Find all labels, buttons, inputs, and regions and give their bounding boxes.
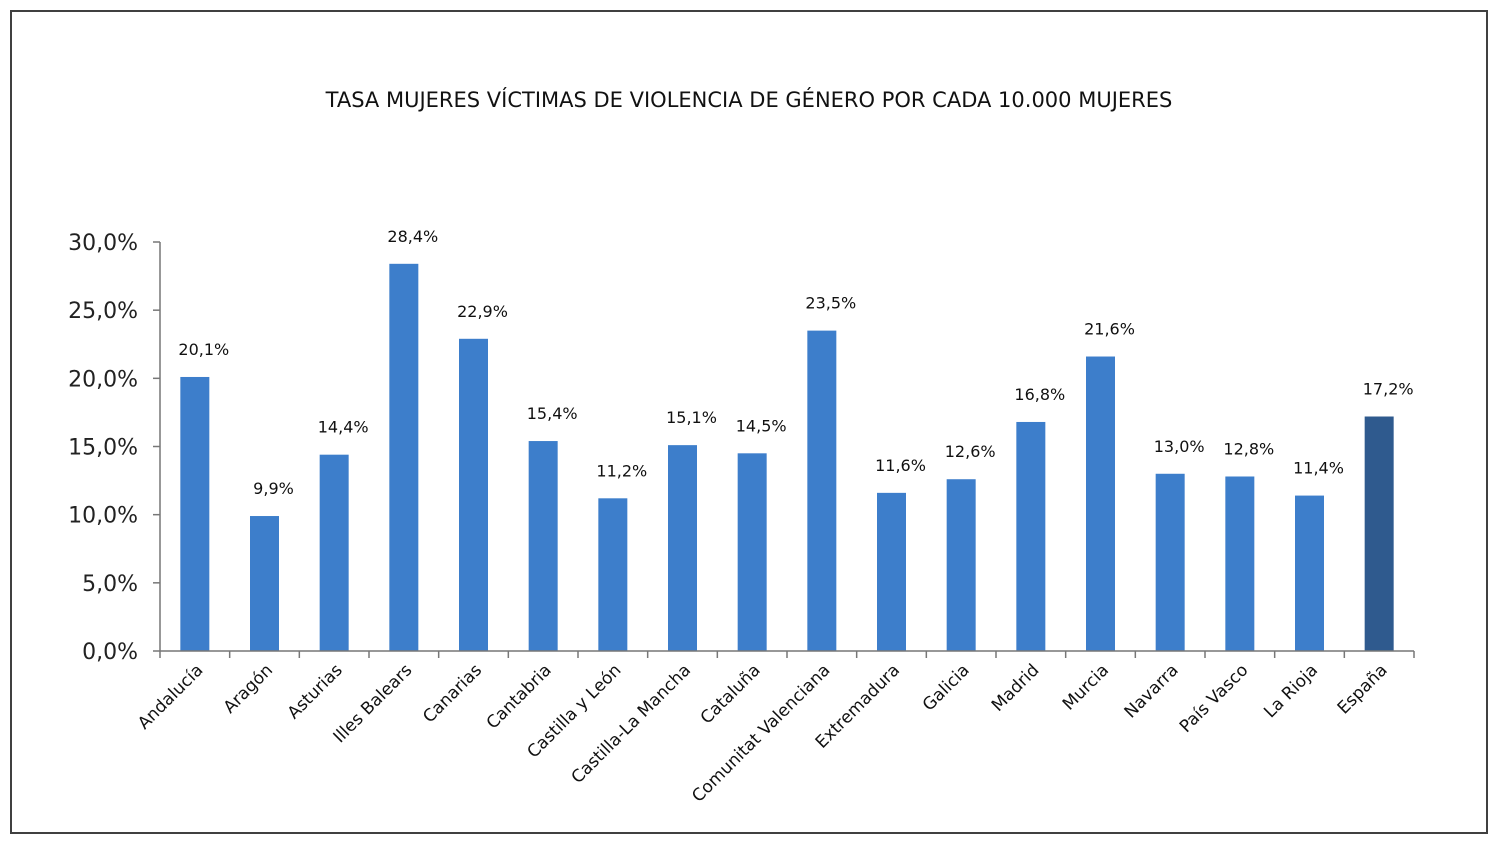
- x-tick-label: Aragón: [220, 660, 277, 717]
- data-label: 17,2%: [1363, 380, 1414, 399]
- y-tick-label: 30,0%: [68, 231, 138, 256]
- x-tick-label: Canarias: [419, 660, 486, 727]
- y-tick-label: 5,0%: [82, 572, 138, 597]
- data-label: 22,9%: [457, 302, 508, 321]
- bar: [180, 376, 210, 651]
- data-label: 12,6%: [945, 442, 996, 461]
- bar: [877, 492, 906, 651]
- x-tick-label: Cataluña: [697, 660, 765, 728]
- data-label: 16,8%: [1014, 385, 1065, 404]
- x-tick-label: País Vasco: [1176, 660, 1253, 737]
- data-label: 13,0%: [1154, 437, 1205, 456]
- bar: [1086, 356, 1115, 651]
- x-tick-label: Madrid: [988, 660, 1043, 715]
- y-tick-label: 15,0%: [68, 436, 138, 461]
- x-tick-label: Navarra: [1121, 660, 1183, 722]
- data-label: 11,6%: [875, 456, 926, 475]
- x-tick-label: Murcia: [1059, 660, 1113, 714]
- bar: [668, 445, 697, 651]
- x-tick-label: Cantabria: [483, 660, 556, 733]
- y-tick-label: 20,0%: [68, 367, 138, 392]
- data-label: 15,1%: [666, 408, 717, 427]
- y-axis: 0,0% 5,0% 10,0% 15,0% 20,0% 25,0% 30,0%: [68, 231, 161, 665]
- chart-frame: [10, 10, 1488, 834]
- data-label: 9,9%: [253, 479, 294, 498]
- bar: [946, 479, 976, 651]
- x-tick-label: Asturias: [284, 660, 347, 723]
- data-label: 28,4%: [387, 227, 438, 246]
- bar: [737, 453, 767, 651]
- bar: [528, 441, 558, 651]
- data-label: 14,4%: [318, 418, 369, 437]
- x-tick-label: Galicia: [919, 660, 974, 715]
- data-label: 12,8%: [1223, 439, 1274, 458]
- bar: [598, 498, 628, 651]
- data-label: 11,4%: [1293, 459, 1344, 478]
- data-label: 14,5%: [736, 416, 787, 435]
- bar: [459, 338, 488, 651]
- bar: [1016, 421, 1046, 651]
- x-tick-label: Andalucía: [134, 660, 207, 733]
- data-label: 21,6%: [1084, 320, 1135, 339]
- bar: [807, 330, 837, 651]
- bars-group: [180, 263, 1394, 651]
- data-label: 23,5%: [805, 294, 856, 313]
- bar: [389, 263, 419, 651]
- bar: [1155, 473, 1185, 651]
- data-label: 20,1%: [178, 340, 229, 359]
- bar: [319, 454, 349, 651]
- x-tick-label: Castilla-La Mancha: [568, 660, 695, 787]
- y-tick-label: 0,0%: [82, 640, 138, 665]
- value-labels-group: 20,1% 9,9% 14,4% 28,4% 22,9% 15,4% 11,2% 15,1% 1…: [178, 227, 1413, 498]
- bar: [1364, 416, 1394, 651]
- y-tick-label: 25,0%: [68, 299, 138, 324]
- data-label: 11,2%: [596, 461, 647, 480]
- chart-title: TASA MUJERES VÍCTIMAS DE VIOLENCIA DE GÉ…: [325, 87, 1173, 112]
- x-tick-label: Comunitat Valenciana: [688, 660, 834, 806]
- x-tick-label: La Rioja: [1260, 660, 1322, 722]
- bar: [1295, 495, 1324, 651]
- bar: [1225, 476, 1255, 651]
- bar: [250, 516, 279, 651]
- data-label: 15,4%: [527, 404, 578, 423]
- x-tick-label: España: [1334, 660, 1392, 718]
- y-tick-label: 10,0%: [68, 504, 138, 529]
